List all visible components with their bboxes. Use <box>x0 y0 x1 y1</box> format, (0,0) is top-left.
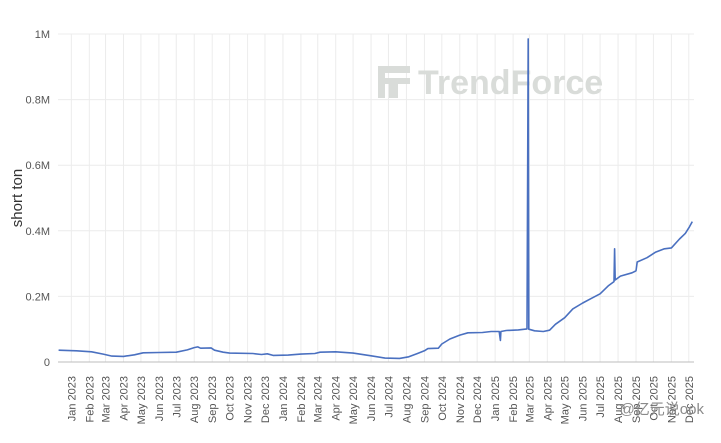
x-tick-label: Mar 2024 <box>313 376 325 422</box>
x-tick-label: Jan 2025 <box>490 376 502 421</box>
x-tick-label: Dec 2023 <box>260 376 272 423</box>
watermark-brand: TrendForce <box>418 64 603 102</box>
x-tick-label: Jun 2023 <box>154 376 166 421</box>
y-tick-label: 0.2M <box>26 291 50 303</box>
x-tick-label: Jul 2024 <box>383 376 395 418</box>
x-tick-label: Apr 2025 <box>542 376 554 421</box>
x-tick-label: Feb 2023 <box>84 376 96 422</box>
y-tick-label: 1M <box>35 29 50 41</box>
x-tick-label: May 2023 <box>136 376 148 424</box>
corner-tag: @亿元说ook <box>620 401 705 418</box>
x-tick-label: Nov 2024 <box>455 376 467 423</box>
x-tick-label: Sep 2025 <box>631 376 643 423</box>
x-tick-label: Aug 2024 <box>401 376 413 423</box>
x-tick-label: Mar 2025 <box>524 376 536 422</box>
x-tick-label: Nov 2023 <box>243 376 255 423</box>
x-tick-labels: Jan 2023 Feb 2023 Mar 2023 Apr 2023 May 2023… <box>66 376 695 424</box>
y-tick-labels: 0 0.2M 0.4M 0.6M 0.8M 1M <box>26 29 50 369</box>
x-tick-label: Jan 2023 <box>66 376 78 421</box>
x-tick-label: Dec 2025 <box>684 376 696 423</box>
trendforce-logo-icon <box>378 66 410 98</box>
x-tick-label: Dec 2024 <box>472 376 484 423</box>
x-tick-label: May 2025 <box>560 376 572 424</box>
x-tick-label: Sep 2024 <box>419 376 431 423</box>
x-tick-label: Jun 2024 <box>366 376 378 421</box>
x-tick-label: Jul 2025 <box>595 376 607 418</box>
x-tick-label: May 2024 <box>348 376 360 424</box>
y-tick-label: 0 <box>44 357 50 369</box>
trendforce-watermark: TrendForce <box>378 64 603 102</box>
x-tick-label: Feb 2024 <box>296 376 308 422</box>
x-tick-label: Oct 2025 <box>648 376 660 421</box>
x-tick-label: Oct 2024 <box>437 376 449 421</box>
x-tick-label: Aug 2025 <box>613 376 625 423</box>
series-line <box>58 38 694 360</box>
gridlines <box>58 33 694 362</box>
x-tick-label: Jan 2024 <box>278 376 290 421</box>
x-tick-label: Sep 2023 <box>207 376 219 423</box>
x-tick-label: Apr 2024 <box>331 376 343 421</box>
y-tick-label: 0.8M <box>26 95 50 107</box>
x-tick-label: Aug 2023 <box>189 376 201 423</box>
x-tick-label: Feb 2025 <box>508 376 520 422</box>
x-tick-label: Oct 2023 <box>225 376 237 421</box>
y-tick-label: 0.4M <box>26 226 50 238</box>
x-tick-label: Nov 2025 <box>666 376 678 423</box>
y-tick-label: 0.6M <box>26 160 50 172</box>
x-tick-label: Jun 2025 <box>578 376 590 421</box>
y-axis-label: short ton <box>9 169 26 227</box>
x-tick-label: Jul 2023 <box>171 376 183 418</box>
x-tick-label: Mar 2023 <box>101 376 113 422</box>
x-tick-label: Apr 2023 <box>119 376 131 421</box>
